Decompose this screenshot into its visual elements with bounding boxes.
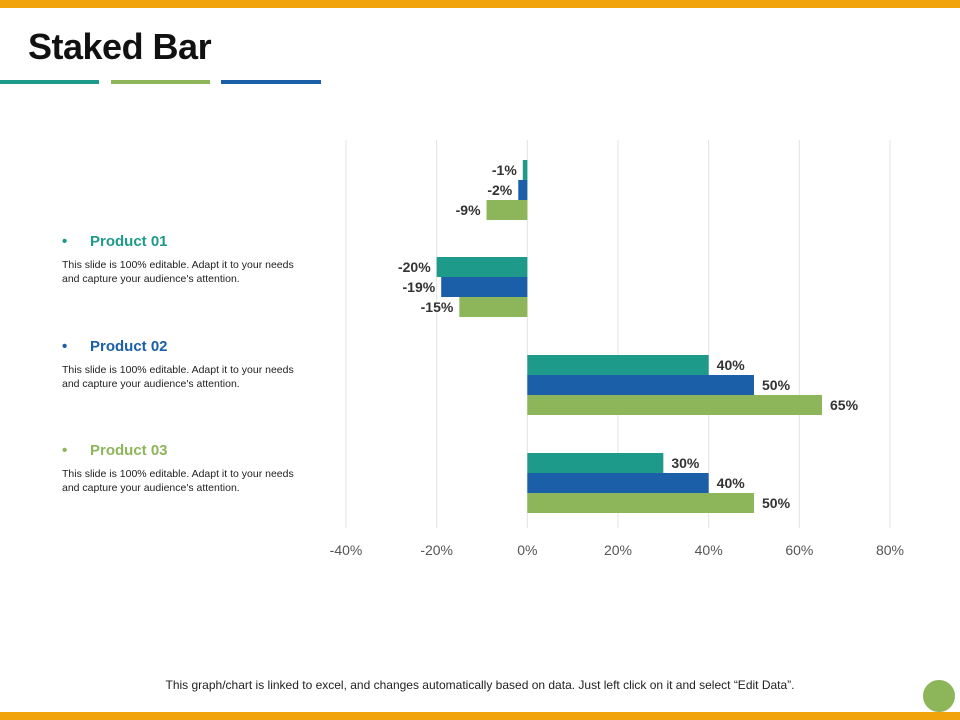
bar <box>459 297 528 317</box>
data-label: -15% <box>421 299 454 315</box>
x-tick-label: -20% <box>420 542 453 558</box>
bar <box>522 160 528 180</box>
x-tick-label: 40% <box>695 542 723 558</box>
bar <box>527 375 754 395</box>
title-underline-blue <box>221 80 321 84</box>
data-label: -1% <box>492 162 517 178</box>
product-01-title-text: Product 01 <box>90 233 168 250</box>
bar <box>527 395 822 415</box>
data-label: 50% <box>762 495 791 511</box>
data-label: -20% <box>398 259 431 275</box>
bar <box>486 200 528 220</box>
x-tick-label: 60% <box>785 542 813 558</box>
product-01-bullet: • <box>62 233 68 250</box>
product-03-bullet: • <box>62 442 68 459</box>
product-03-description: This slide is 100% editable. Adapt it to… <box>62 468 294 494</box>
product-02-title: • Product 02 <box>62 338 332 355</box>
product-01-description: This slide is 100% editable. Adapt it to… <box>62 259 294 285</box>
bar <box>436 257 528 277</box>
product-02: • Product 02 This slide is 100% editable… <box>62 338 332 391</box>
decorative-circle <box>921 678 957 714</box>
bar <box>518 180 528 200</box>
title-underline-teal <box>0 80 99 84</box>
product-02-bullet: • <box>62 338 68 355</box>
x-tick-label: -40% <box>330 542 363 558</box>
product-02-description: This slide is 100% editable. Adapt it to… <box>62 364 294 390</box>
product-03-title: • Product 03 <box>62 442 332 459</box>
data-label: 30% <box>671 455 700 471</box>
bottom-accent-bar <box>0 712 960 720</box>
product-03-title-text: Product 03 <box>90 442 168 459</box>
data-label: -19% <box>403 279 436 295</box>
product-01: • Product 01 This slide is 100% editable… <box>62 233 332 286</box>
data-label: -2% <box>487 182 512 198</box>
product-02-title-text: Product 02 <box>90 338 168 355</box>
x-tick-label: 0% <box>517 542 537 558</box>
x-tick-label: 80% <box>876 542 904 558</box>
data-label: 40% <box>717 475 746 491</box>
data-label: -9% <box>456 202 481 218</box>
bar <box>527 473 709 493</box>
bar <box>527 355 709 375</box>
product-01-title: • Product 01 <box>62 233 332 250</box>
data-label: 50% <box>762 377 791 393</box>
bar <box>527 453 664 473</box>
bar <box>527 493 754 513</box>
data-label: 40% <box>717 357 746 373</box>
footer-note: This graph/chart is linked to excel, and… <box>165 678 795 692</box>
top-accent-bar <box>0 0 960 8</box>
product-03: • Product 03 This slide is 100% editable… <box>62 442 332 495</box>
title-underline-green <box>111 80 210 84</box>
data-label: 65% <box>830 397 859 413</box>
slide-title: Staked Bar <box>28 26 212 67</box>
x-tick-label: 20% <box>604 542 632 558</box>
bar <box>441 277 528 297</box>
